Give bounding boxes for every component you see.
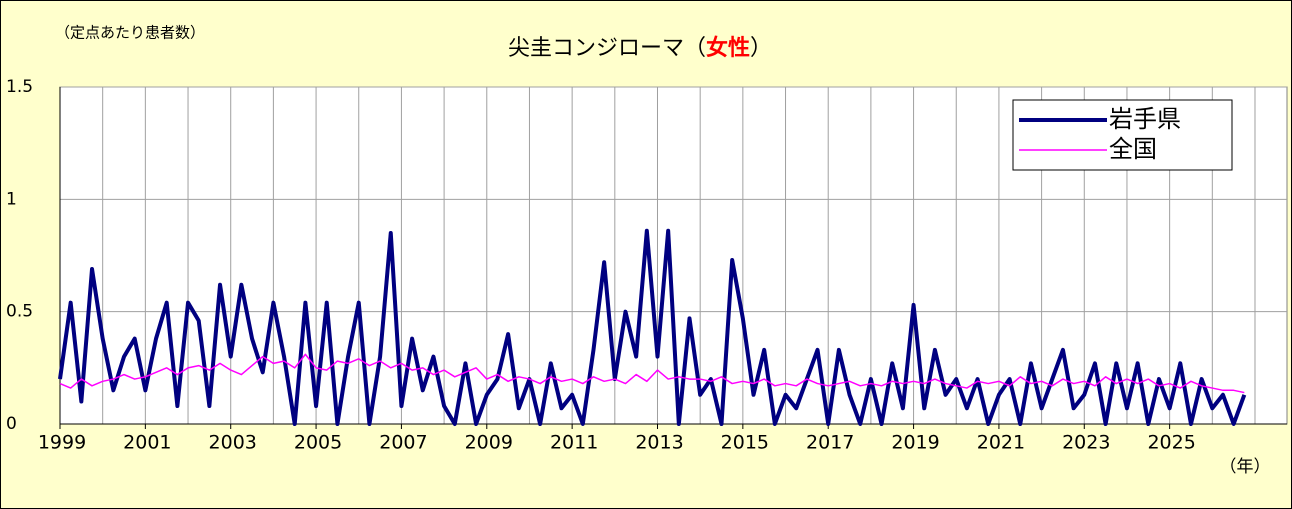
x-tick-label: 2005 <box>294 432 342 454</box>
legend-label: 岩手県 <box>1109 105 1181 133</box>
x-tick-label: 2003 <box>209 432 257 454</box>
x-tick-label: 1999 <box>38 432 86 454</box>
x-tick-label: 2025 <box>1147 432 1195 454</box>
legend-label: 全国 <box>1109 135 1157 163</box>
title-part: 女性 <box>706 35 750 61</box>
x-tick-label: 2001 <box>123 432 171 454</box>
title-part: ） <box>750 36 772 61</box>
y-axis-label: （定点あたり患者数） <box>55 24 205 42</box>
legend-box <box>1012 99 1233 171</box>
y-tick-label: 1 <box>6 189 17 209</box>
x-tick-label: 2021 <box>977 432 1025 454</box>
x-tick-label: 2015 <box>721 432 769 454</box>
title-part: 尖圭コンジローマ（ <box>508 36 706 61</box>
x-tick-label: 2013 <box>635 432 683 454</box>
x-tick-label: 2011 <box>550 432 598 454</box>
series-line <box>59 353 1245 394</box>
x-tick-label: 2019 <box>891 432 939 454</box>
x-tick-label: 2007 <box>379 432 427 454</box>
x-tick-label: 2009 <box>465 432 513 454</box>
series-line <box>58 228 1247 426</box>
x-tick-label: 2023 <box>1062 432 1110 454</box>
chart-title: 尖圭コンジローマ（女性） <box>508 35 772 61</box>
x-tick-label: 2017 <box>806 432 854 454</box>
y-tick-label: 1.5 <box>6 77 33 97</box>
y-tick-label: 0 <box>6 414 17 434</box>
y-tick-label: 0.5 <box>6 302 33 322</box>
x-axis-label: （年） <box>1220 457 1271 477</box>
